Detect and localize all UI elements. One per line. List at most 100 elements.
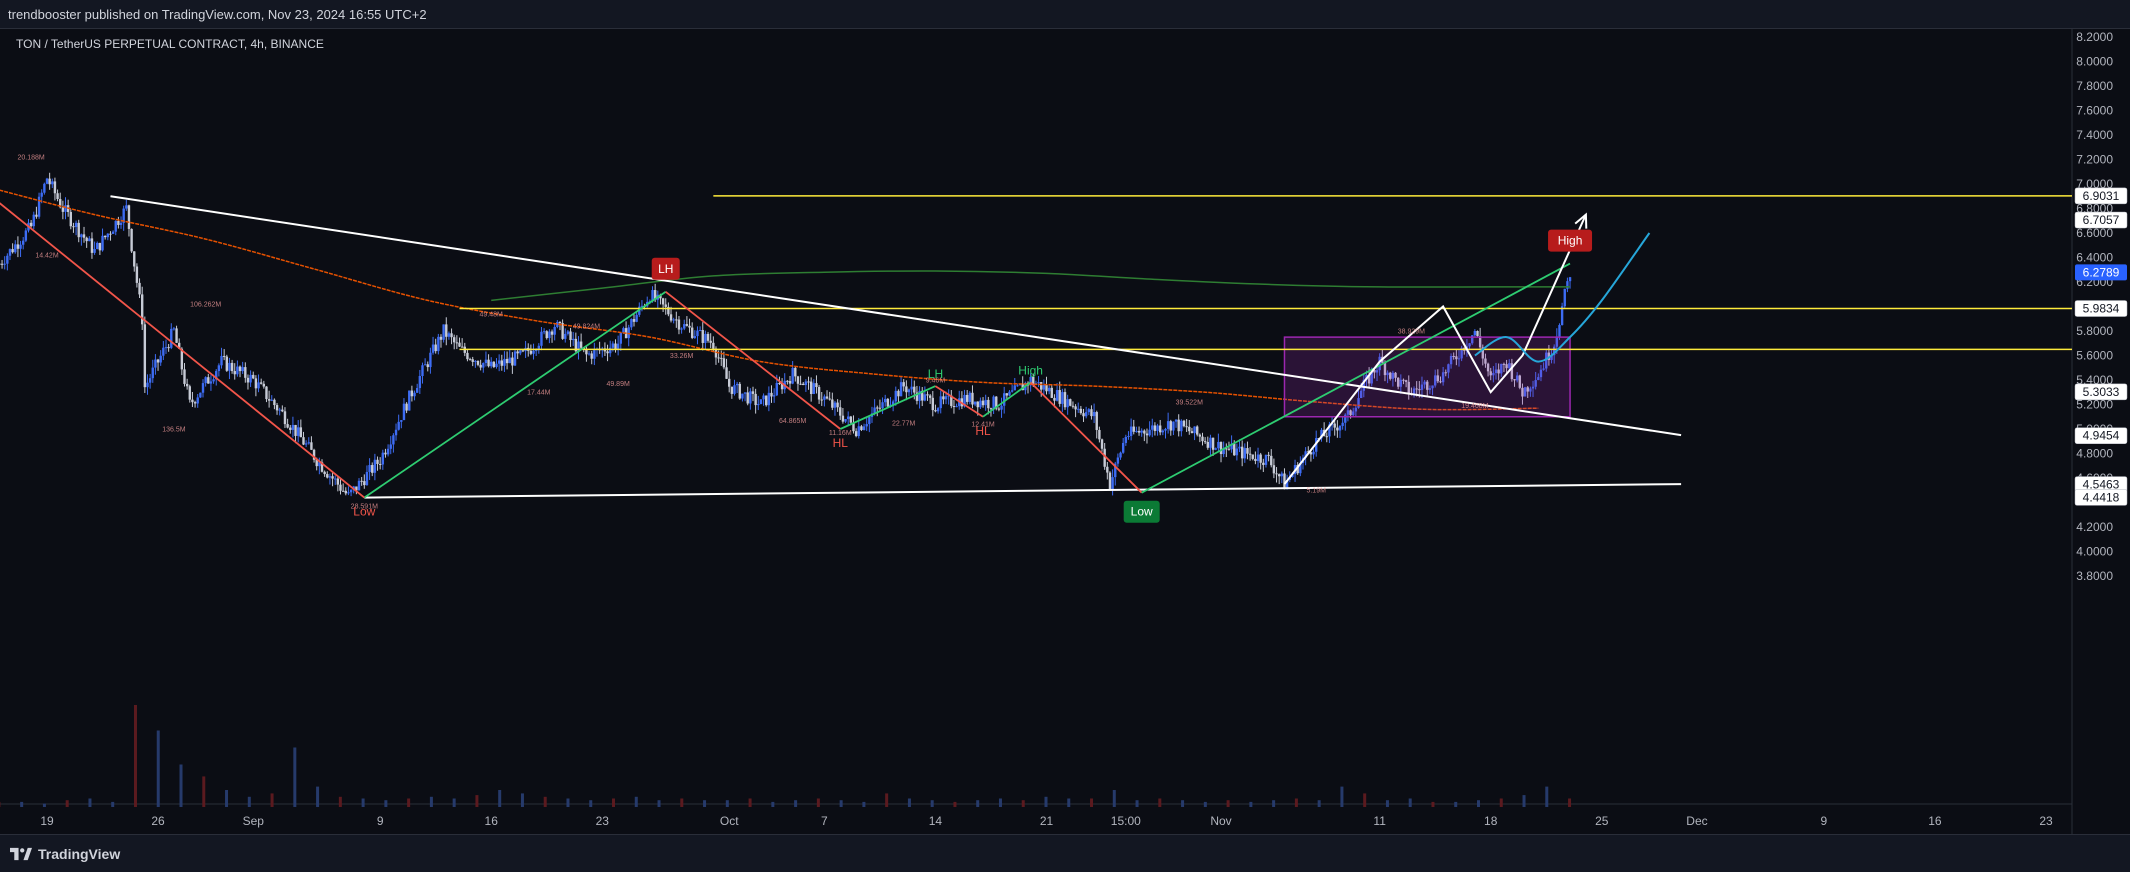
candle-body — [1262, 463, 1264, 465]
candle-body — [1011, 390, 1013, 391]
candle-body — [289, 428, 291, 430]
candle-body — [149, 378, 151, 382]
candle-body — [395, 430, 397, 435]
candle-body — [709, 341, 711, 343]
candle-body — [683, 324, 685, 328]
candle-body — [96, 243, 98, 249]
candle-body — [14, 244, 16, 252]
volume-bar — [1227, 800, 1230, 807]
candle-body — [218, 365, 220, 371]
volume-bar — [817, 799, 820, 808]
volume-bar — [566, 799, 569, 808]
candle-body — [1275, 473, 1277, 474]
volume-bar — [1431, 802, 1434, 807]
candle-body — [1172, 422, 1174, 431]
volume-bar — [862, 802, 865, 807]
marker-label: Low — [1131, 505, 1153, 519]
marker-label: LH — [658, 262, 673, 276]
candle-body — [1085, 412, 1087, 416]
volume-bar — [544, 797, 547, 807]
candle-body — [19, 245, 21, 249]
volume-bar — [976, 800, 979, 807]
marker-label: High — [1018, 363, 1043, 377]
candle-body — [371, 465, 373, 473]
volume-bar — [1067, 799, 1070, 808]
candle-body — [186, 384, 188, 386]
volume-bar — [407, 799, 410, 808]
candle-body — [1267, 455, 1269, 456]
candle-body — [78, 223, 80, 237]
candle-body — [1082, 413, 1084, 416]
candle-body — [339, 485, 341, 491]
candle-body — [511, 358, 513, 366]
candle-body — [247, 378, 249, 383]
candle-body — [955, 406, 957, 407]
candle-body — [977, 402, 979, 408]
candle-body — [83, 234, 85, 237]
price-tick-label: 5.6000 — [2076, 349, 2113, 363]
candle-body — [1006, 393, 1008, 395]
volume-bar — [1136, 800, 1139, 807]
candle-body — [747, 392, 749, 403]
candle-body — [699, 330, 701, 331]
candle-body — [236, 367, 238, 375]
candle-body — [448, 333, 450, 336]
candle-body — [1133, 427, 1135, 432]
candle-body — [1278, 474, 1280, 476]
candle-body — [326, 474, 328, 478]
time-tick-label: 9 — [1821, 814, 1828, 828]
candle-body — [252, 375, 254, 378]
candle-body — [559, 322, 561, 323]
time-tick-label: 16 — [485, 814, 499, 828]
candle-body — [408, 391, 410, 411]
candle-body — [265, 387, 267, 400]
candle-body — [419, 376, 421, 388]
candle-body — [847, 417, 849, 420]
candle-body — [990, 408, 992, 409]
candle-body — [895, 391, 897, 402]
candle-body — [591, 353, 593, 358]
candle-body — [728, 379, 730, 387]
volume-annotation-label: 136.5M — [162, 426, 186, 433]
candle-body — [281, 410, 283, 412]
candle-body — [818, 387, 820, 400]
candle-body — [434, 345, 436, 352]
candle-body — [234, 371, 236, 374]
candle-body — [1339, 426, 1341, 430]
candle-body — [686, 324, 688, 326]
candle-body — [1209, 438, 1211, 448]
candle-body — [532, 351, 534, 354]
candle-body — [1199, 435, 1201, 437]
volume-bar — [339, 797, 342, 807]
candle-body — [11, 249, 13, 252]
candle-body — [363, 481, 365, 485]
candle-body — [691, 328, 693, 338]
candle-body — [0, 264, 1, 265]
candle-body — [509, 358, 511, 364]
candle-body — [982, 401, 984, 406]
price-chart[interactable]: 8.20008.00007.80007.60007.40007.20007.00… — [0, 29, 2130, 834]
volume-bar — [43, 804, 46, 807]
candle-body — [1074, 406, 1076, 409]
candle-body — [310, 442, 312, 450]
candle-body — [530, 351, 532, 354]
candle-body — [9, 249, 11, 256]
candle-body — [458, 343, 460, 347]
candle-body — [1215, 448, 1217, 449]
candle-body — [842, 416, 844, 422]
candle-body — [1167, 421, 1169, 429]
candle-body — [1207, 442, 1209, 448]
candle-body — [376, 460, 378, 464]
candle-body — [482, 363, 484, 368]
time-tick-label: 19 — [40, 814, 54, 828]
candle-body — [1341, 423, 1343, 426]
tradingview-brand[interactable]: TradingView — [10, 845, 120, 863]
candle-body — [450, 333, 452, 337]
candle-body — [1059, 390, 1061, 404]
volume-bar — [498, 790, 501, 807]
candle-body — [1064, 392, 1066, 407]
candle-body — [202, 383, 204, 393]
candle-body — [606, 351, 608, 353]
candle-body — [791, 368, 793, 384]
